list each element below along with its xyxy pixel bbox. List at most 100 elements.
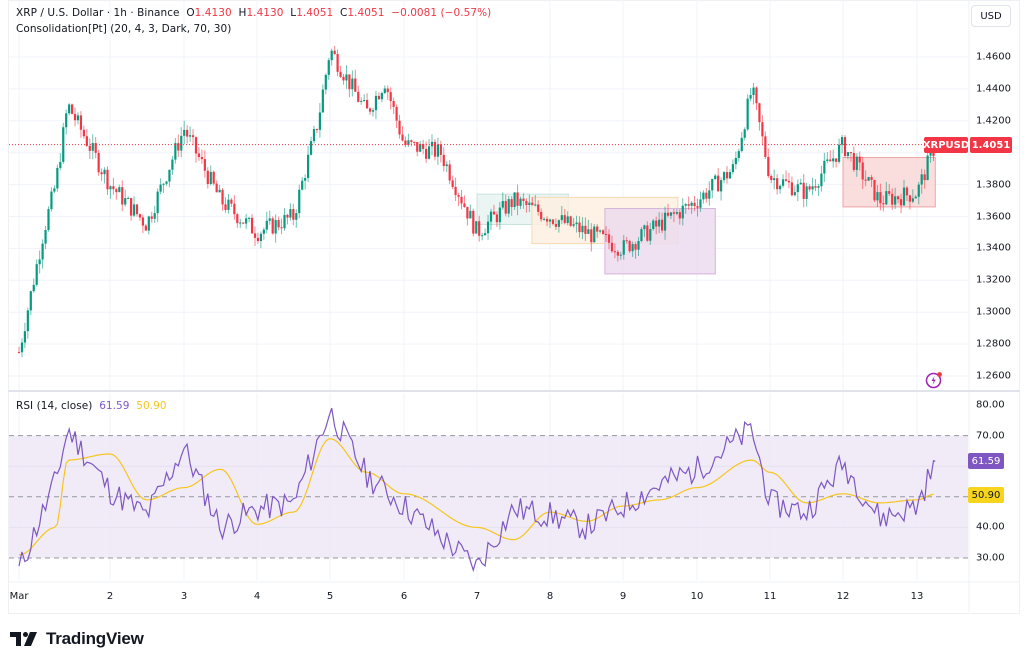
- candle-body: [554, 223, 557, 227]
- candle-body: [242, 222, 245, 224]
- candle-body: [849, 152, 852, 154]
- candle-body: [587, 229, 590, 234]
- candle-body: [289, 209, 292, 218]
- candle-body: [840, 137, 844, 145]
- candle-body: [147, 216, 150, 231]
- candle-body: [159, 184, 162, 192]
- candle-body: [658, 219, 661, 227]
- candle-body: [47, 209, 50, 230]
- time-axis-label: 7: [473, 591, 481, 602]
- candle-body: [156, 191, 159, 214]
- candle-body: [767, 156, 770, 177]
- candle-body: [731, 164, 734, 173]
- currency-button[interactable]: USD: [971, 5, 1011, 27]
- candle-body: [224, 204, 227, 210]
- candle-body: [764, 136, 767, 157]
- candle-body: [186, 129, 189, 137]
- candle-body: [177, 143, 180, 151]
- indicator-title[interactable]: Consolidation[Pt] (20, 4, 3, Dark, 70, 3…: [16, 23, 232, 35]
- candle-body: [407, 140, 410, 146]
- candle-body: [439, 144, 442, 155]
- candle-body: [88, 145, 91, 151]
- candle-body: [669, 212, 673, 216]
- rsi-legend[interactable]: RSI (14, close) 61.59 50.90: [16, 400, 167, 412]
- candle-body: [312, 129, 316, 142]
- candle-body: [17, 352, 21, 354]
- candle-body: [516, 192, 519, 206]
- candle-body: [758, 103, 761, 123]
- candle-body: [315, 129, 319, 131]
- candle-body: [236, 214, 239, 224]
- candle-body: [374, 95, 378, 111]
- candle-body: [666, 212, 670, 216]
- candle-body: [253, 233, 257, 238]
- candle-body: [259, 233, 262, 242]
- candle-body: [327, 60, 330, 75]
- candle-body: [543, 218, 546, 220]
- candle-body: [318, 112, 321, 130]
- tradingview-logo[interactable]: TradingView: [10, 629, 144, 649]
- candle-body: [779, 185, 782, 190]
- low-value: 1.4051: [296, 7, 334, 19]
- candle-body: [720, 180, 723, 192]
- candle-body: [127, 198, 130, 200]
- lightning-alert-icon[interactable]: [925, 371, 943, 389]
- candle-body: [141, 217, 144, 226]
- candle-body: [631, 244, 634, 252]
- candle-body: [879, 192, 882, 204]
- candle-body: [914, 196, 917, 199]
- time-axis-label: 5: [326, 591, 334, 602]
- candle-body: [681, 205, 684, 219]
- candle-body: [882, 203, 885, 205]
- candle-body: [404, 140, 407, 146]
- candle-body: [867, 177, 870, 181]
- candle-body: [130, 198, 133, 216]
- candle-body: [899, 199, 903, 206]
- candle-body: [410, 140, 413, 142]
- candle-body: [336, 54, 339, 72]
- indicator-legend[interactable]: Consolidation[Pt] (20, 4, 3, Dark, 70, 3…: [16, 23, 231, 35]
- candle-body: [451, 180, 454, 187]
- time-axis-label: 13: [910, 591, 924, 602]
- candle-body: [309, 141, 313, 155]
- symbol-title[interactable]: XRP / U.S. Dollar · 1h · Binance: [16, 7, 180, 19]
- candle-body: [183, 129, 186, 136]
- candle-body: [876, 192, 879, 201]
- candle-body: [466, 206, 469, 219]
- price-axis-label: 1.2600: [976, 370, 1011, 382]
- candle-body: [519, 198, 522, 206]
- candle-body: [855, 156, 858, 170]
- candle-body: [386, 88, 389, 93]
- candle-body: [728, 172, 732, 179]
- candle-body: [843, 137, 847, 156]
- candle-body: [230, 199, 233, 204]
- candle-body: [203, 159, 206, 171]
- candle-body: [891, 193, 894, 205]
- candle-body: [191, 135, 195, 138]
- candle-body: [330, 50, 333, 61]
- candle-body: [56, 167, 59, 189]
- close-value: 1.4051: [347, 7, 385, 19]
- candle-body: [911, 198, 914, 202]
- rsi-title[interactable]: RSI (14, close): [16, 400, 93, 412]
- chart-frame[interactable]: [8, 0, 1020, 614]
- candle-body: [590, 229, 593, 243]
- candle-body: [781, 179, 785, 186]
- candle-body: [820, 173, 823, 187]
- candle-body: [752, 87, 755, 96]
- candle-body: [478, 221, 481, 236]
- candle-body: [640, 229, 643, 242]
- rsi-axis-label: 80.00: [976, 399, 1005, 411]
- candle-body: [218, 189, 221, 193]
- candle-body: [115, 189, 118, 193]
- candle-body: [643, 225, 646, 230]
- low-label: L: [290, 7, 297, 19]
- rsi-value: 61.59: [99, 400, 130, 412]
- candle-body: [50, 191, 53, 210]
- candle-body: [360, 100, 363, 102]
- candle-body: [85, 136, 88, 146]
- candle-body: [528, 202, 531, 205]
- time-axis-label: Mar: [9, 591, 29, 602]
- candle-body: [578, 222, 581, 233]
